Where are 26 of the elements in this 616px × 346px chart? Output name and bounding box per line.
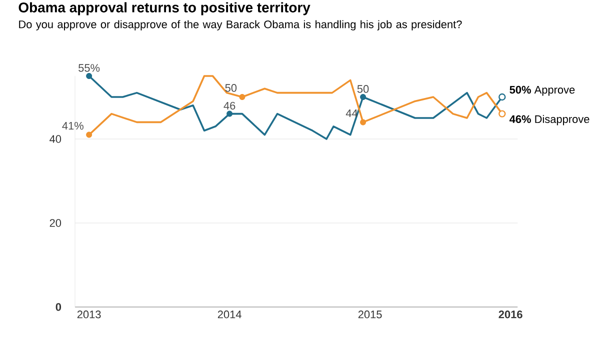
point (239, 94, 246, 100)
chart-subtitle: Do you approve or disapprove of the way Barack Obama is handling his job as president? (19, 20, 462, 30)
data-label: 41% (62, 122, 84, 130)
chart-title: Obama approval returns to positive territory (18, 2, 310, 16)
point (498, 110, 506, 118)
point (498, 93, 506, 101)
x-tick-label: 2015 (358, 310, 382, 318)
point (360, 119, 366, 126)
y-tick-label: 20 (50, 219, 62, 227)
data-label: 46% (510, 115, 531, 124)
data-label: 46 (224, 102, 236, 110)
data-label: 50 (357, 85, 369, 93)
data-label: 55% (78, 64, 100, 72)
x-tick-label: 2016 (498, 310, 522, 318)
point (226, 110, 233, 117)
y-tick-label: 40 (50, 135, 62, 143)
x-tick-label: 2014 (218, 310, 242, 318)
point (86, 73, 92, 79)
point (360, 94, 366, 100)
data-label: 50 (225, 84, 237, 92)
point (86, 132, 92, 138)
y-tick-label: 0 (56, 303, 62, 311)
text: Disapprove (535, 115, 590, 126)
data-label: 50% (510, 86, 531, 94)
x-tick-label: 2013 (77, 310, 101, 318)
text: Approve (534, 86, 575, 96)
